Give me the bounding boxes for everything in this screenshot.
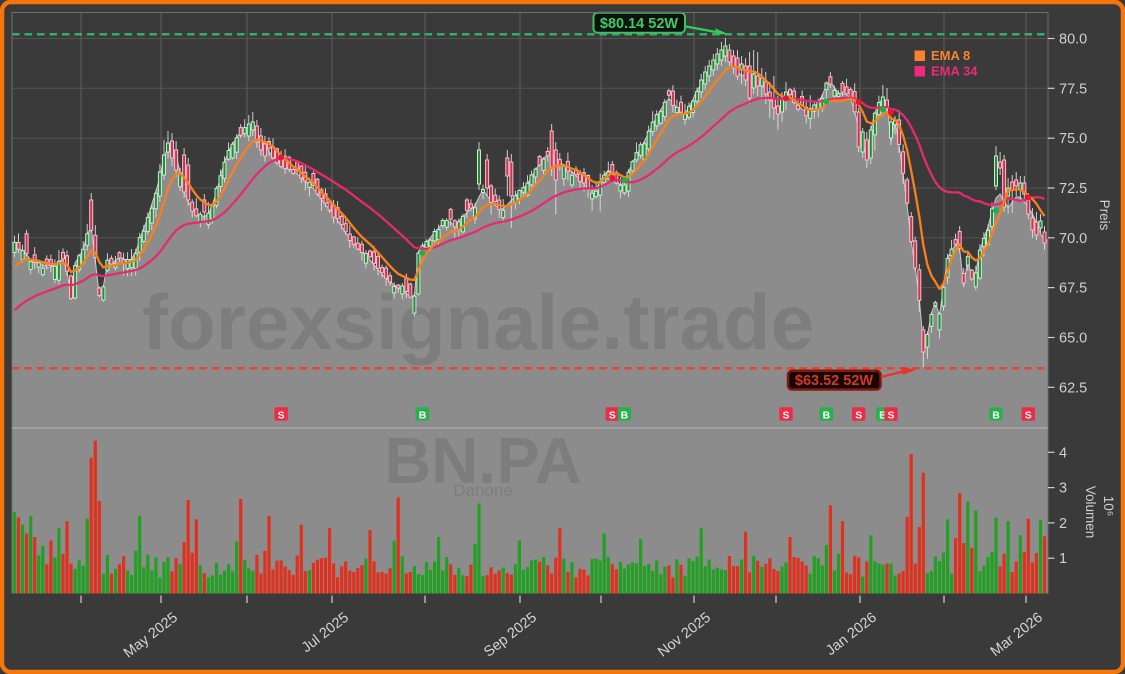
svg-text:2: 2 bbox=[1059, 516, 1067, 532]
svg-text:4: 4 bbox=[1059, 445, 1067, 461]
svg-text:67.5: 67.5 bbox=[1059, 281, 1087, 297]
svg-text:S: S bbox=[887, 409, 894, 421]
svg-text:Volumen: Volumen bbox=[1083, 486, 1098, 539]
svg-text:1: 1 bbox=[1059, 551, 1067, 567]
svg-text:S: S bbox=[278, 409, 285, 421]
svg-text:S: S bbox=[1025, 409, 1032, 421]
svg-text:B: B bbox=[419, 409, 427, 421]
svg-text:S: S bbox=[782, 409, 789, 421]
svg-text:B: B bbox=[992, 409, 1000, 421]
svg-text:forexsignale.trade: forexsignale.trade bbox=[142, 278, 814, 366]
svg-text:65.0: 65.0 bbox=[1059, 331, 1087, 347]
svg-text:EMA 8: EMA 8 bbox=[931, 48, 970, 63]
svg-text:3: 3 bbox=[1059, 481, 1067, 497]
svg-text:$63.52 52W: $63.52 52W bbox=[795, 373, 874, 389]
svg-text:$80.14 52W: $80.14 52W bbox=[600, 16, 679, 32]
svg-text:S: S bbox=[609, 409, 616, 421]
svg-text:70.0: 70.0 bbox=[1059, 231, 1087, 247]
svg-text:EMA 34: EMA 34 bbox=[931, 64, 978, 79]
svg-text:80.0: 80.0 bbox=[1059, 32, 1087, 48]
svg-text:77.5: 77.5 bbox=[1059, 81, 1087, 97]
svg-text:62.5: 62.5 bbox=[1059, 380, 1087, 396]
svg-text:S: S bbox=[855, 409, 862, 421]
svg-text:72.5: 72.5 bbox=[1059, 181, 1087, 197]
svg-text:Danone: Danone bbox=[453, 481, 513, 500]
svg-text:75.0: 75.0 bbox=[1059, 131, 1087, 147]
svg-text:B: B bbox=[621, 409, 629, 421]
svg-text:B: B bbox=[879, 409, 887, 421]
svg-text:Preis: Preis bbox=[1097, 200, 1112, 231]
svg-text:10⁶: 10⁶ bbox=[1101, 496, 1116, 517]
svg-text:B: B bbox=[823, 409, 831, 421]
svg-text:BN.PA: BN.PA bbox=[384, 424, 581, 497]
